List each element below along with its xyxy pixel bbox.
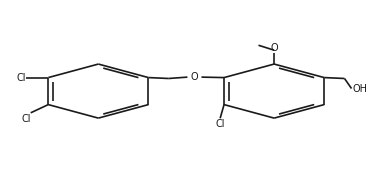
Text: OH: OH bbox=[352, 84, 367, 93]
Text: O: O bbox=[270, 43, 278, 53]
Text: O: O bbox=[191, 72, 198, 82]
Text: Cl: Cl bbox=[16, 72, 25, 83]
Text: Cl: Cl bbox=[21, 114, 31, 124]
Text: Cl: Cl bbox=[215, 119, 225, 129]
